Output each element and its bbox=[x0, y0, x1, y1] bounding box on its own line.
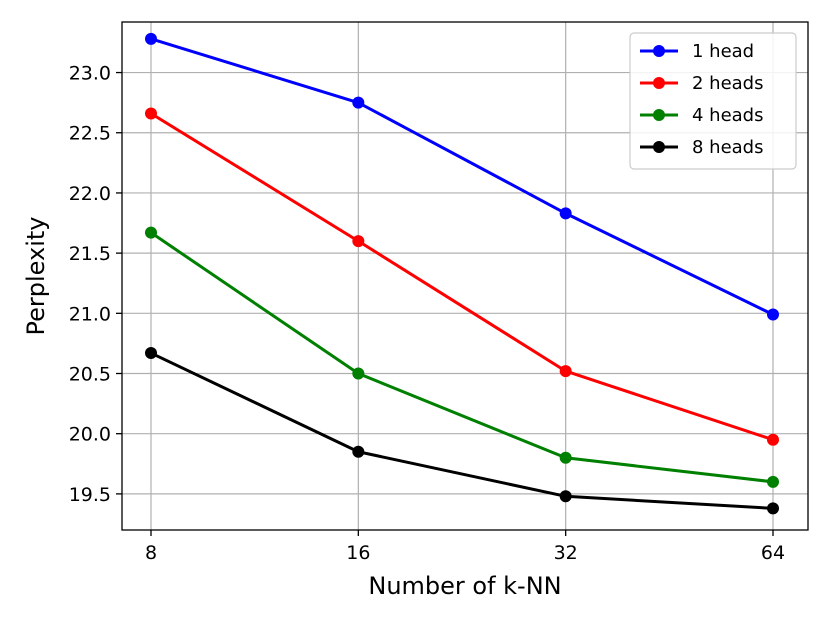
legend-label: 1 head bbox=[692, 41, 754, 62]
legend-entry: 1 head bbox=[640, 41, 754, 62]
grid-lines bbox=[122, 22, 808, 530]
series-line bbox=[150, 37, 774, 316]
data-point bbox=[559, 490, 572, 503]
y-tick-label: 22.0 bbox=[69, 183, 111, 205]
legend-entry: 4 heads bbox=[640, 105, 764, 126]
data-point bbox=[767, 308, 779, 321]
data-point bbox=[145, 347, 157, 360]
legend-entry: 8 heads bbox=[640, 137, 764, 158]
x-tick-label: 16 bbox=[346, 542, 370, 564]
series-layer bbox=[145, 32, 779, 515]
y-tick-label: 21.0 bbox=[69, 303, 111, 325]
legend-label: 4 heads bbox=[692, 105, 764, 126]
data-point bbox=[559, 451, 572, 464]
x-tick-label: 8 bbox=[145, 542, 157, 564]
legend-box bbox=[629, 32, 797, 170]
y-tick-label: 19.5 bbox=[69, 484, 111, 506]
plot-frame bbox=[121, 21, 809, 531]
legend-marker bbox=[653, 141, 665, 153]
data-point bbox=[352, 367, 365, 380]
series-2 bbox=[145, 107, 779, 446]
data-point bbox=[559, 365, 572, 378]
axis-ticks: 8 16 32 64 19.5 20.0 20.5 21.0 21.5 22.0 22.5 23.0 bbox=[69, 63, 785, 564]
x-axis-label: Number of k-NN bbox=[368, 572, 561, 600]
y-tick-label: 21.5 bbox=[69, 243, 111, 265]
legend: 1 head 2 heads 4 heads 8 heads bbox=[629, 32, 797, 170]
y-tick-label: 23.0 bbox=[69, 63, 111, 85]
data-point bbox=[145, 226, 157, 239]
legend-label: 8 heads bbox=[692, 137, 764, 158]
data-point bbox=[145, 107, 157, 120]
data-point bbox=[352, 235, 365, 248]
x-tick-label: 64 bbox=[761, 542, 785, 564]
legend-entry: 2 heads bbox=[640, 73, 764, 94]
data-point bbox=[767, 502, 779, 515]
series-3 bbox=[145, 226, 779, 488]
series-line bbox=[150, 112, 774, 442]
legend-marker bbox=[653, 77, 665, 89]
series-4 bbox=[145, 347, 779, 515]
data-point bbox=[145, 32, 157, 45]
series-line bbox=[150, 351, 774, 510]
data-point bbox=[767, 475, 779, 488]
data-point bbox=[767, 433, 779, 446]
data-point bbox=[352, 445, 365, 458]
data-point bbox=[352, 96, 365, 109]
data-point bbox=[559, 207, 572, 220]
legend-marker bbox=[653, 109, 665, 121]
legend-label: 2 heads bbox=[692, 73, 764, 94]
legend-marker bbox=[653, 45, 665, 57]
y-tick-label: 20.0 bbox=[69, 424, 111, 446]
y-tick-label: 20.5 bbox=[69, 364, 111, 386]
y-axis-label: Perplexity bbox=[22, 217, 50, 336]
series-1 bbox=[145, 32, 779, 321]
series-line bbox=[150, 231, 774, 484]
x-tick-label: 32 bbox=[554, 542, 578, 564]
y-tick-label: 22.5 bbox=[69, 123, 111, 145]
